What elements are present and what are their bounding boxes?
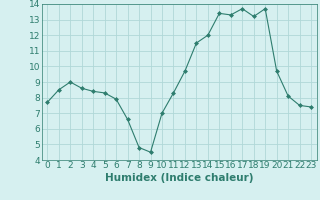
X-axis label: Humidex (Indice chaleur): Humidex (Indice chaleur): [105, 173, 253, 183]
